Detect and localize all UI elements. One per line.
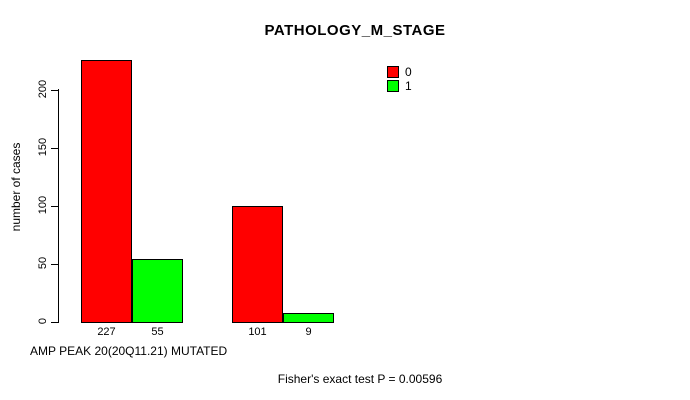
legend-label-1: 1	[405, 78, 412, 93]
bar-series0-group1	[81, 60, 132, 323]
y-tick-100	[51, 206, 58, 207]
footer-stat: Fisher's exact test P = 0.00596	[277, 372, 443, 386]
x-axis-label: AMP PEAK 20(20Q11.21) MUTATED	[30, 344, 228, 358]
legend-label-0: 0	[405, 64, 412, 79]
bar-value-label: 101	[248, 326, 267, 338]
bar-series1-group1	[132, 259, 183, 323]
legend-row-0: 0	[387, 65, 412, 78]
y-tick-200	[51, 90, 58, 91]
y-axis-line	[58, 89, 59, 323]
bar-value-label: 9	[305, 326, 312, 338]
y-tick-label-50: 50	[37, 256, 49, 270]
bar-value-label: 227	[97, 326, 116, 338]
y-tick-label-0: 0	[37, 317, 49, 325]
y-tick-150	[51, 148, 58, 149]
legend-swatch-1	[387, 79, 399, 92]
y-tick-label-100: 100	[37, 195, 49, 215]
legend-row-1: 1	[387, 79, 412, 92]
chart-title: PATHOLOGY_M_STAGE	[264, 22, 446, 39]
bar-series0-group2	[232, 206, 283, 323]
bar-series1-group2	[283, 313, 334, 323]
y-tick-label-150: 150	[37, 137, 49, 157]
bar-value-label: 55	[151, 326, 164, 338]
y-tick-label-200: 200	[37, 79, 49, 99]
y-tick-0	[51, 322, 58, 323]
y-tick-50	[51, 264, 58, 265]
y-axis-title: number of cases	[9, 142, 23, 232]
legend-swatch-0	[387, 65, 399, 78]
